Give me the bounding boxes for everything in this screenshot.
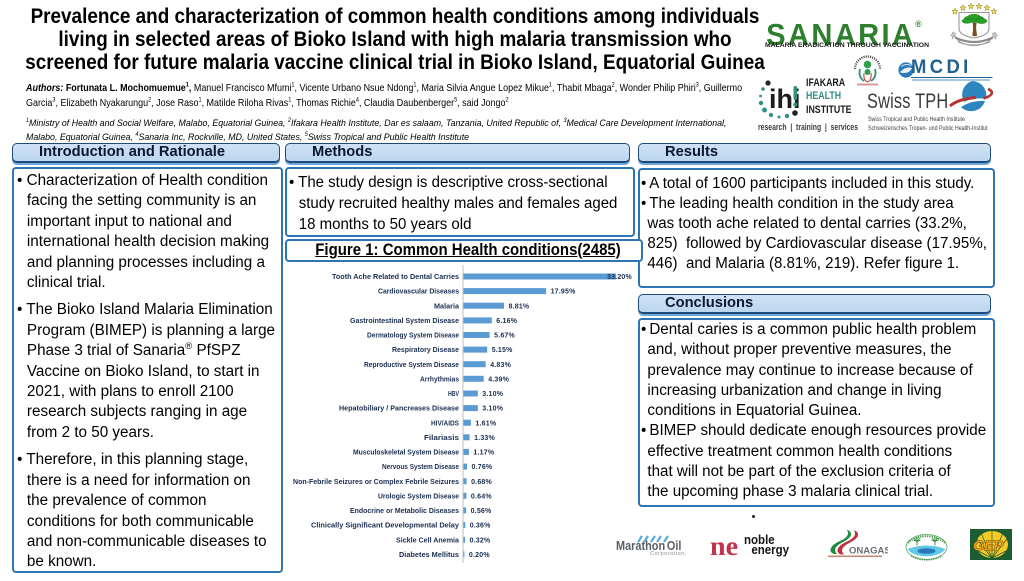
svg-text:4.83%: 4.83% <box>490 362 511 369</box>
svg-text:0.32%: 0.32% <box>470 537 491 544</box>
svg-text:GEP: GEP <box>973 538 1005 555</box>
svg-text:Endocrine or Metabolic Disease: Endocrine or Metabolic Diseases <box>350 508 459 515</box>
svg-text:5.67%: 5.67% <box>494 333 515 340</box>
svg-text:Urologic System Disease: Urologic System Disease <box>378 493 459 500</box>
svg-text:Sickle Cell Anemia: Sickle Cell Anemia <box>396 537 459 544</box>
svg-text:0.20%: 0.20% <box>469 552 490 559</box>
svg-text:HBV: HBV <box>448 391 459 398</box>
svg-text:5.15%: 5.15% <box>492 347 513 354</box>
svg-text:Filariasis: Filariasis <box>424 435 459 442</box>
svg-text:Musculoskeletal System Disease: Musculoskeletal System Disease <box>353 450 459 457</box>
svg-text:0.64%: 0.64% <box>471 493 492 500</box>
svg-text:4.39%: 4.39% <box>488 376 509 383</box>
svg-text:ONAGAS: ONAGAS <box>849 546 888 557</box>
svg-text:Respiratory Disease: Respiratory Disease <box>392 347 459 354</box>
svg-text:Hepatobiliary / Pancreases Dis: Hepatobiliary / Pancreases Disease <box>339 406 459 413</box>
svg-text:Reproductive System Disease: Reproductive System Disease <box>364 362 459 369</box>
svg-text:0.36%: 0.36% <box>470 523 491 530</box>
svg-text:6.16%: 6.16% <box>496 318 517 325</box>
svg-text:1.17%: 1.17% <box>473 450 494 457</box>
svg-text:Clinically Significant Develop: Clinically Significant Developmental Del… <box>311 523 459 530</box>
svg-text:Arrhythmias: Arrhythmias <box>420 376 459 383</box>
svg-text:Gastrointestinal System Diseas: Gastrointestinal System Disease <box>350 318 459 325</box>
svg-text:Non-Febrile Seizures or Comple: Non-Febrile Seizures or Complex Febrile … <box>293 479 459 486</box>
svg-text:Nervous System Disease: Nervous System Disease <box>382 464 459 471</box>
svg-text:HIV/AIDS: HIV/AIDS <box>431 420 459 427</box>
svg-text:Malaria: Malaria <box>434 303 459 310</box>
svg-text:1.61%: 1.61% <box>475 420 496 427</box>
svg-text:8.81%: 8.81% <box>509 303 530 310</box>
svg-text:3.10%: 3.10% <box>482 406 503 413</box>
svg-text:Dermatology System Disease: Dermatology System Disease <box>367 333 459 340</box>
svg-text:0.56%: 0.56% <box>471 508 492 515</box>
svg-text:1.33%: 1.33% <box>474 435 495 442</box>
svg-text:0.76%: 0.76% <box>472 464 493 471</box>
svg-text:0.68%: 0.68% <box>471 479 492 486</box>
svg-text:Diabetes Mellitus: Diabetes Mellitus <box>399 552 459 559</box>
svg-text:Cardiovascular Diseases: Cardiovascular Diseases <box>378 289 459 296</box>
svg-text:17.95%: 17.95% <box>551 289 577 296</box>
svg-text:Tooth Ache Related to Dental C: Tooth Ache Related to Dental Carries <box>332 274 459 281</box>
svg-text:3.10%: 3.10% <box>482 391 503 398</box>
svg-text:33.20%: 33.20% <box>607 274 633 281</box>
